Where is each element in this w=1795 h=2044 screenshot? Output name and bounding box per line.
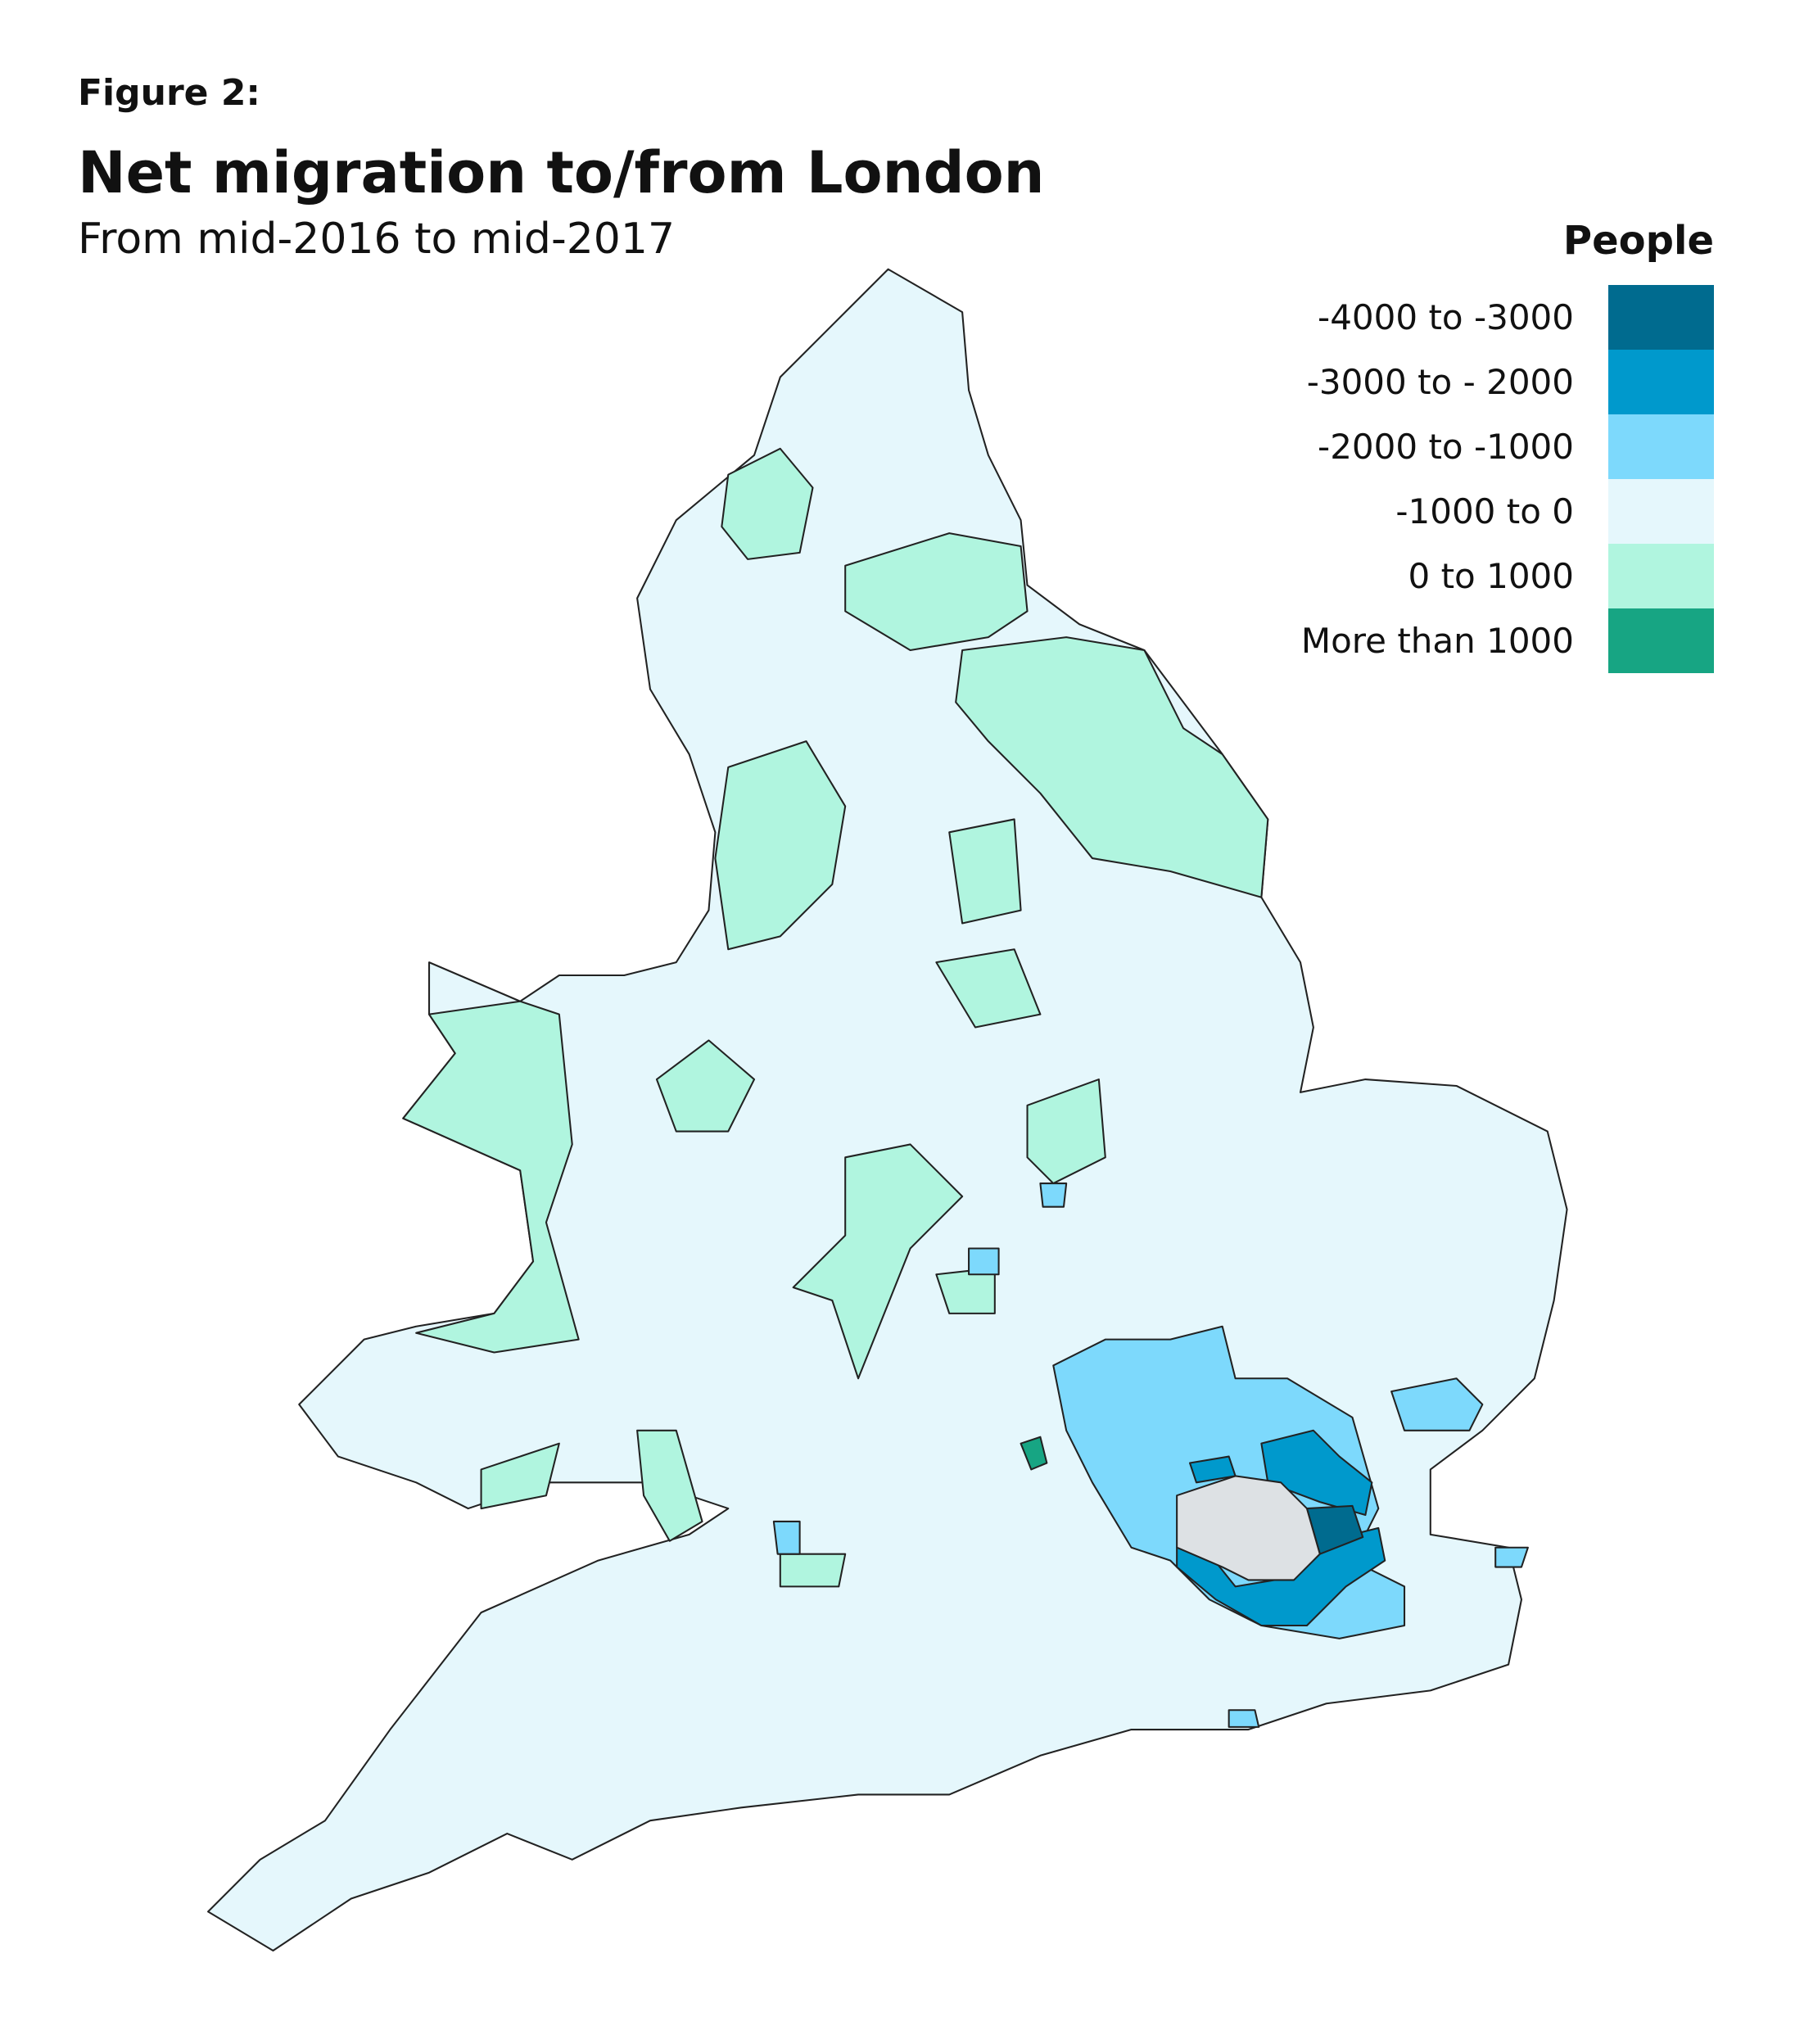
region <box>955 636 1269 898</box>
legend-item: More than 1000 <box>1146 608 1714 673</box>
region <box>779 1553 847 1588</box>
legend-label: -2000 to -1000 <box>1318 427 1574 467</box>
region <box>1020 1436 1048 1471</box>
region <box>655 1039 756 1133</box>
region <box>721 447 814 560</box>
london <box>1176 1475 1321 1581</box>
region <box>948 818 1022 925</box>
region <box>1039 1183 1068 1208</box>
title: Net migration to/from London <box>78 139 1045 206</box>
region <box>772 1520 801 1555</box>
region <box>714 740 847 951</box>
legend-label: -1000 to 0 <box>1395 491 1574 531</box>
legend-item: -3000 to - 2000 <box>1146 350 1714 414</box>
legend-title: People <box>1562 218 1714 264</box>
region <box>968 1247 1000 1276</box>
region <box>1026 1079 1106 1185</box>
legend-label: -4000 to -3000 <box>1318 297 1574 337</box>
region <box>636 1429 703 1542</box>
region <box>1228 1709 1260 1728</box>
region <box>1494 1546 1529 1568</box>
legend-swatch <box>1608 608 1714 673</box>
region <box>792 1143 964 1380</box>
legend-swatch <box>1608 350 1714 414</box>
legend-item: -2000 to -1000 <box>1146 414 1714 479</box>
region <box>844 532 1029 652</box>
region <box>935 948 1042 1029</box>
figure-label: Figure 2: <box>78 72 261 114</box>
legend: -4000 to -3000 -3000 to - 2000 -2000 to -1… <box>1146 285 1714 673</box>
legend-item: -1000 to 0 <box>1146 479 1714 544</box>
region <box>1390 1377 1484 1431</box>
legend-swatch <box>1608 414 1714 479</box>
legend-label: More than 1000 <box>1300 621 1574 661</box>
legend-swatch <box>1608 544 1714 608</box>
legend-label: -3000 to - 2000 <box>1306 362 1574 402</box>
legend-item: -4000 to -3000 <box>1146 285 1714 350</box>
region <box>402 1000 580 1354</box>
subtitle: From mid-2016 to mid-2017 <box>78 215 676 264</box>
legend-swatch <box>1608 285 1714 350</box>
legend-item: 0 to 1000 <box>1146 544 1714 608</box>
legend-swatch <box>1608 479 1714 544</box>
region <box>480 1442 560 1510</box>
legend-label: 0 to 1000 <box>1408 556 1574 596</box>
